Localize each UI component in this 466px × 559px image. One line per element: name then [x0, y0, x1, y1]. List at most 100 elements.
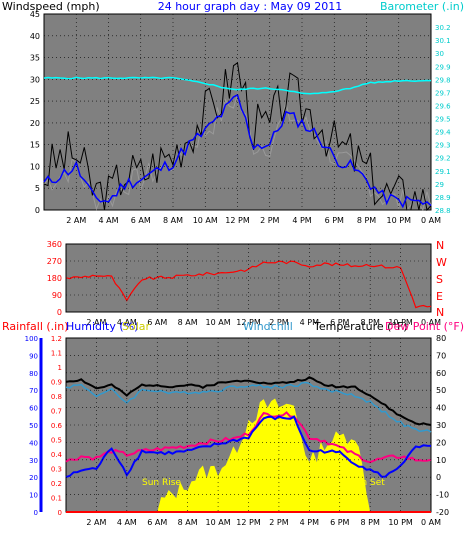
- x-tick-label: 2 AM: [66, 216, 86, 225]
- rain-y-tick: 1: [58, 364, 62, 372]
- x-tick-label: 4 AM: [98, 216, 118, 225]
- windspeed-label: Windspeed (mph): [2, 0, 100, 13]
- rain-y-tick: 1.2: [51, 335, 62, 343]
- x-tick-label: 2 PM: [260, 216, 279, 225]
- baro-y-tick: 29.9: [435, 63, 451, 71]
- x-tick-label: 2 AM: [86, 318, 106, 327]
- x-tick-label: 8 PM: [360, 518, 379, 527]
- dewpoint-label: Dew Point (°F): [385, 320, 464, 333]
- temp-y-tick: 70: [436, 351, 446, 360]
- x-tick-label: 10 PM: [388, 518, 413, 527]
- x-tick-label: 10 AM: [206, 518, 231, 527]
- temp-y-tick: -10: [436, 491, 449, 500]
- x-tick-label: 6 PM: [325, 216, 344, 225]
- compass-e: E: [436, 290, 443, 303]
- x-tick-label: 2 PM: [269, 318, 288, 327]
- baro-y-tick: 29.5: [435, 116, 451, 124]
- x-tick-label: 4 AM: [117, 318, 137, 327]
- temp-y-tick: 10: [436, 456, 446, 465]
- temperature-label: Temperature (°F): [313, 320, 408, 333]
- dir-y-tick: 360: [47, 240, 62, 249]
- x-tick-label: 0 AM: [421, 518, 441, 527]
- x-tick-label: 8 PM: [357, 216, 376, 225]
- temp-y-tick: 20: [436, 438, 446, 447]
- rainfall-label: Rainfall (.in): [2, 320, 69, 333]
- barometer-label: Barometer (.in): [380, 0, 464, 13]
- compass-n-bottom: N: [436, 306, 444, 319]
- rain-y-tick: 1.1: [51, 350, 62, 358]
- baro-y-tick: 29: [435, 181, 444, 189]
- x-tick-label: 12 PM: [236, 518, 261, 527]
- baro-y-tick: 30: [435, 50, 444, 58]
- rain-y-tick: 0.9: [51, 379, 62, 387]
- x-tick-label: 10 PM: [388, 318, 413, 327]
- rain-y-tick: 0.4: [51, 451, 63, 459]
- x-tick-label: 4 PM: [292, 216, 311, 225]
- baro-y-tick: 29.8: [435, 76, 451, 84]
- humidity-y-tick: 60: [29, 405, 38, 413]
- temp-y-tick: 30: [436, 421, 446, 430]
- x-tick-label: 8 AM: [178, 518, 198, 527]
- wind-y-tick: 0: [35, 206, 40, 215]
- x-tick-label: 12 PM: [236, 318, 261, 327]
- x-tick-label: 8 AM: [163, 216, 183, 225]
- humidity-y-tick: 20: [29, 474, 38, 482]
- sunset-label: Sun Set: [350, 478, 385, 488]
- x-tick-label: 12 PM: [225, 216, 250, 225]
- baro-y-tick: 28.8: [435, 207, 451, 215]
- humidity-y-tick: 80: [29, 370, 38, 378]
- compass-s: S: [436, 273, 443, 286]
- baro-y-tick: 30.2: [435, 24, 451, 32]
- temp-y-tick: -20: [436, 508, 449, 517]
- baro-y-tick: 29.3: [435, 142, 451, 150]
- wind-y-tick: 20: [30, 119, 40, 128]
- rain-y-tick: 0.2: [51, 480, 62, 488]
- dir-y-tick: 0: [57, 308, 62, 317]
- wind-y-tick: 35: [30, 54, 40, 63]
- baro-y-tick: 29.1: [435, 168, 451, 176]
- wind-y-tick: 10: [30, 162, 40, 171]
- humidity-y-tick: 50: [29, 422, 38, 430]
- x-tick-label: 10 AM: [193, 216, 218, 225]
- x-tick-label: 8 PM: [360, 318, 379, 327]
- x-tick-label: 2 PM: [269, 518, 288, 527]
- baro-y-tick: 30.1: [435, 37, 451, 45]
- baro-y-tick: 29.2: [435, 155, 451, 163]
- dir-y-tick: 180: [47, 274, 62, 283]
- temp-y-tick: 60: [436, 369, 446, 378]
- wind-y-tick: 40: [30, 32, 40, 41]
- temperature-line: [65, 376, 432, 426]
- direction-plot-area: [65, 243, 432, 313]
- rain-y-tick: 0.8: [51, 393, 62, 401]
- x-tick-label: 0 AM: [421, 318, 441, 327]
- x-tick-label: 8 AM: [178, 318, 198, 327]
- humidity-y-tick: 90: [29, 352, 38, 360]
- baro-y-tick: 28.9: [435, 194, 451, 202]
- dir-y-tick: 270: [47, 257, 62, 266]
- humidity-y-tick: 30: [29, 457, 38, 465]
- temp-y-tick: 80: [436, 334, 446, 343]
- dir-y-tick: 90: [52, 291, 62, 300]
- humidity-y-tick: 100: [25, 335, 38, 343]
- direction-compass-labels: N W S E N: [436, 239, 447, 319]
- x-tick-label: 0 AM: [421, 216, 441, 225]
- wind-y-tick: 15: [30, 141, 40, 150]
- solar-label: Solar: [122, 320, 151, 333]
- rain-y-tick: 0.6: [51, 422, 63, 430]
- humidity-y-tick: 10: [29, 492, 38, 500]
- sunrise-label: Sun Rise: [142, 478, 181, 488]
- humidity-label: Humidity (%): [66, 320, 138, 333]
- humidity-y-tick: 70: [29, 387, 38, 395]
- x-tick-label: 6 AM: [147, 518, 167, 527]
- compass-w: W: [436, 256, 447, 269]
- wind-y-tick: 45: [30, 10, 40, 19]
- windchill-label: Windchill: [243, 320, 293, 333]
- x-tick-label: 10 PM: [387, 216, 412, 225]
- temp-y-tick: 40: [436, 404, 446, 413]
- x-tick-label: 10 AM: [206, 318, 231, 327]
- temp-y-tick: 50: [436, 386, 446, 395]
- solar-area: [66, 398, 431, 512]
- rain-y-tick: 0.3: [51, 466, 62, 474]
- baro-y-tick: 29.4: [435, 129, 451, 137]
- x-tick-label: 4 PM: [300, 518, 319, 527]
